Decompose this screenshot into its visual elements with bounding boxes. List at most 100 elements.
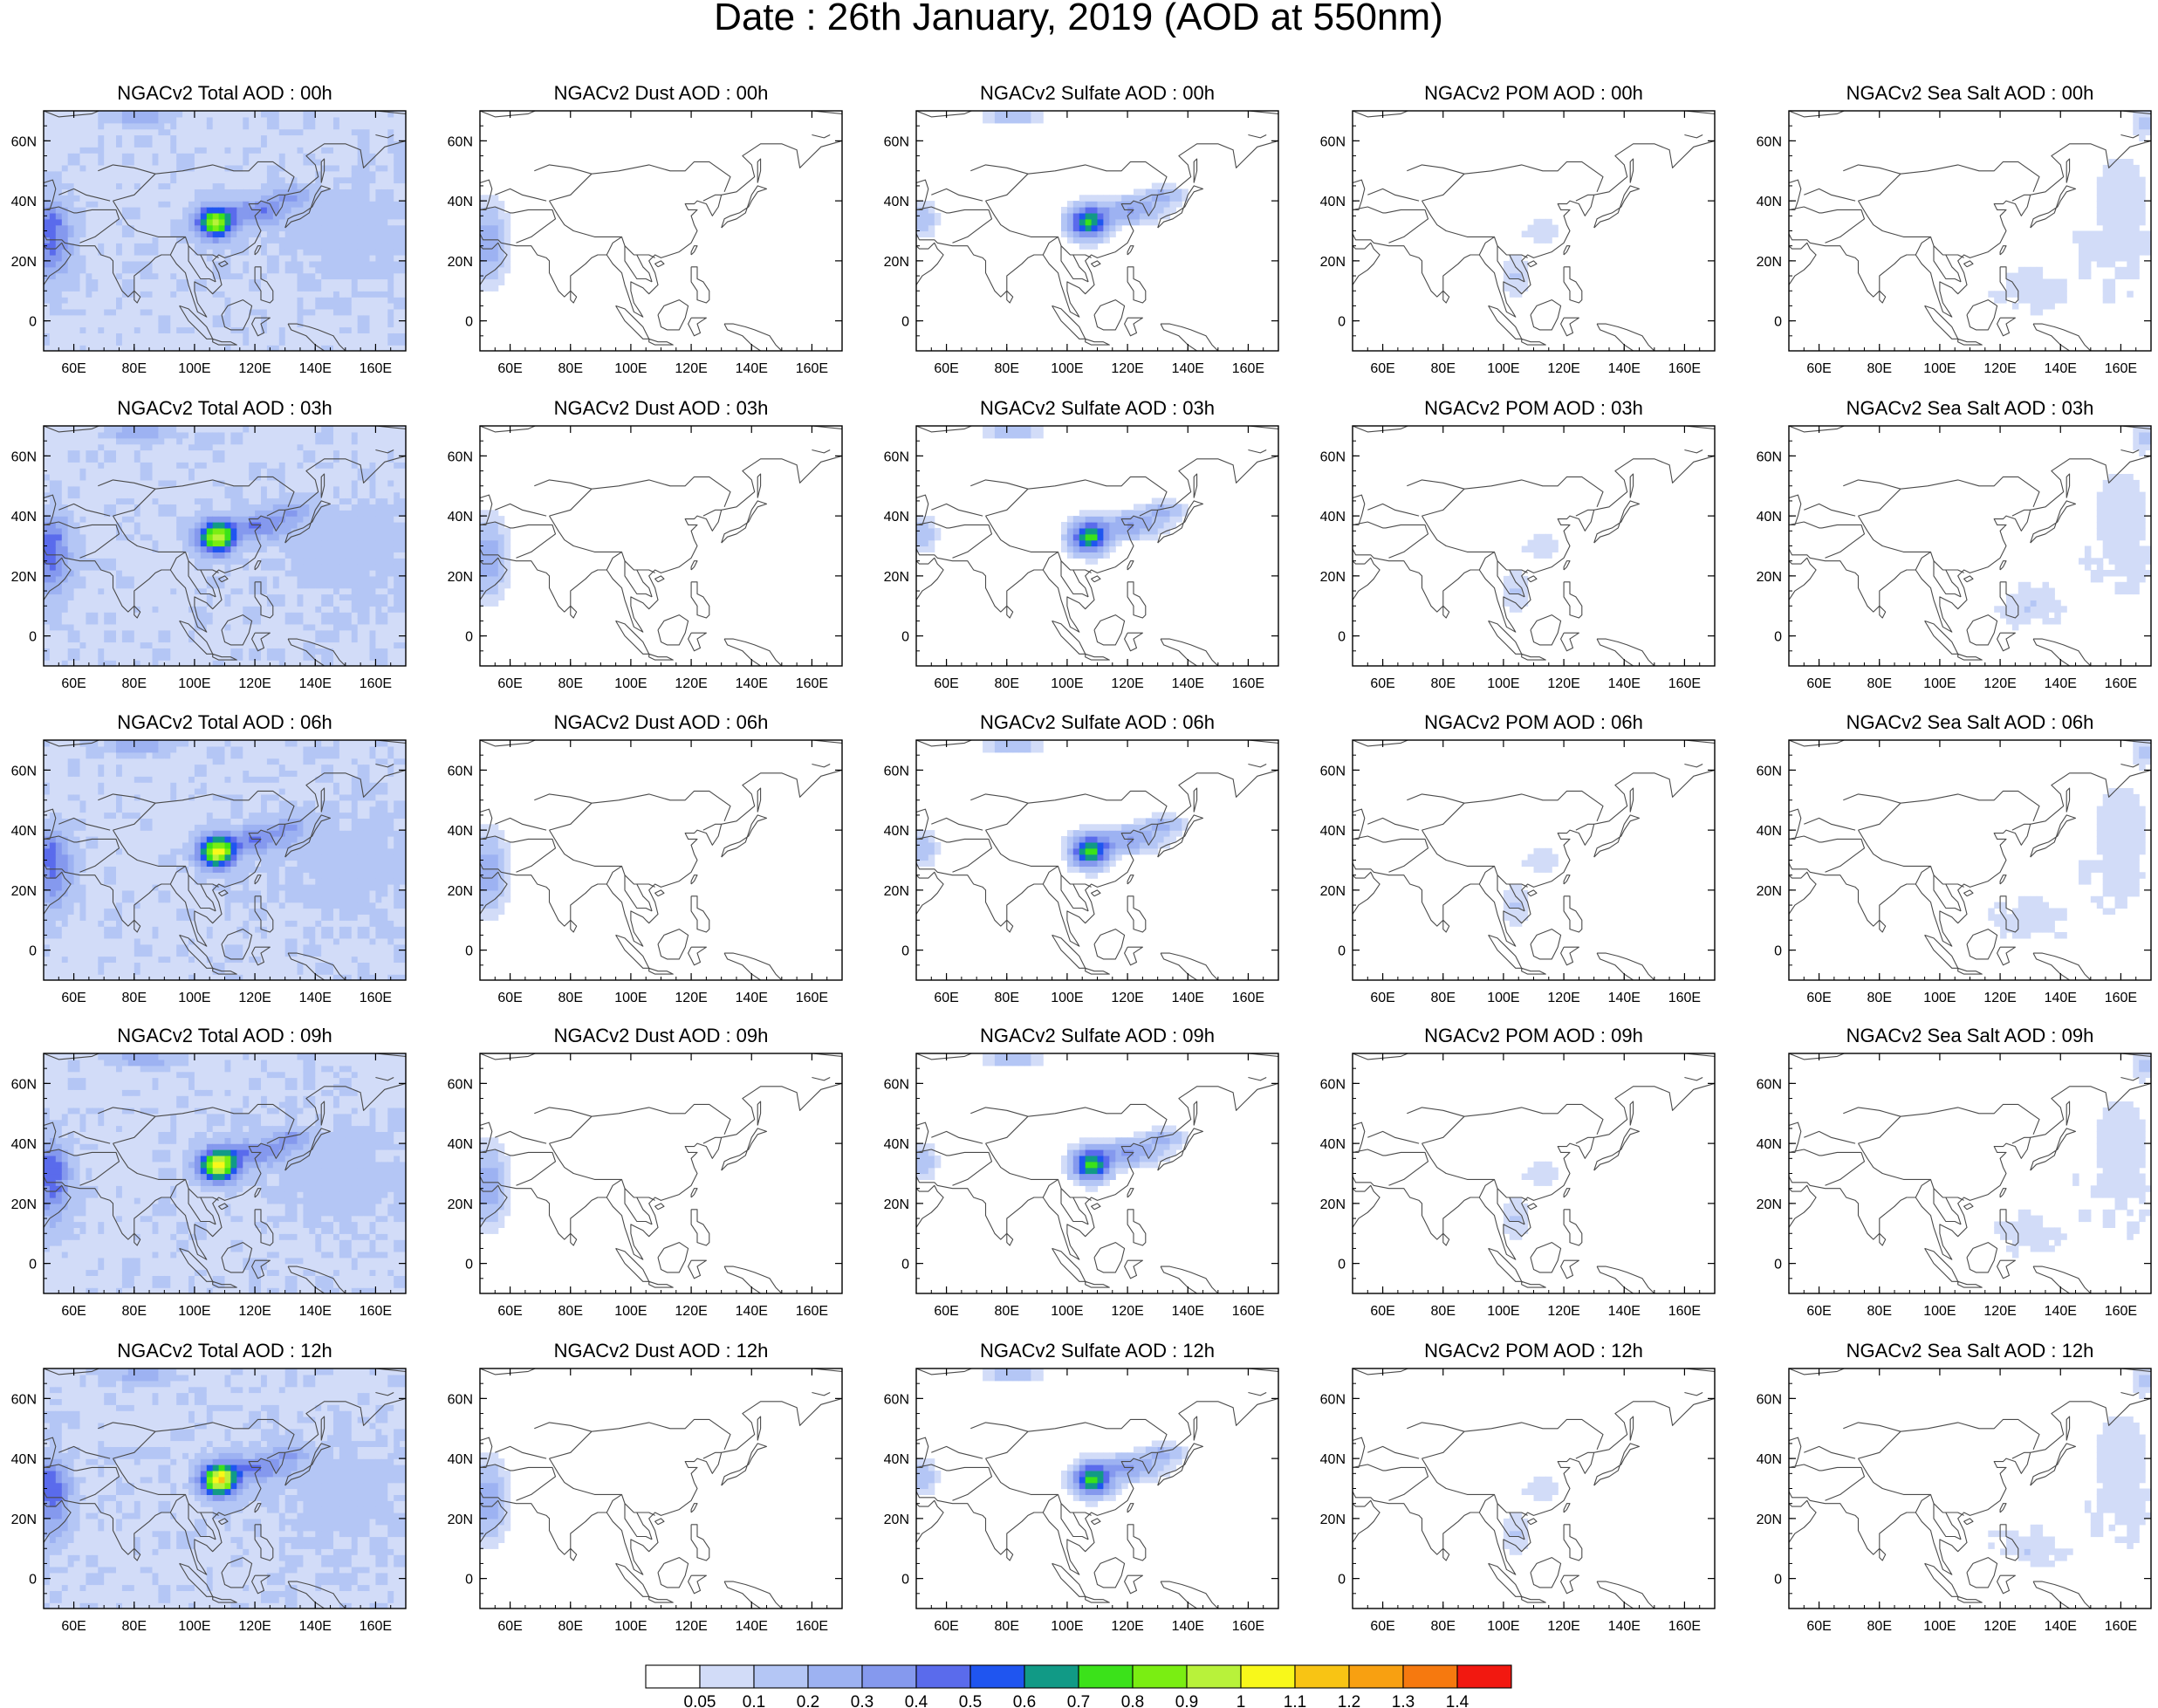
lat-tick-label: 60N <box>884 1392 909 1407</box>
colorbar-swatch <box>915 1664 971 1689</box>
lat-tick-label: 0 <box>1774 315 1782 330</box>
map-panel-total-r2: NGACv2 Total AOD : 06h 60E 80E 100E 120E 140E… <box>11 711 407 1005</box>
lat-tick-label: 60N <box>448 134 473 149</box>
lon-tick-label: 80E <box>1867 1619 1892 1634</box>
lon-tick-label: 80E <box>1867 1304 1892 1319</box>
lat-tick-label: 20N <box>884 255 909 270</box>
panel-title: NGACv2 Total AOD : 03h <box>117 397 332 419</box>
lat-tick-label: 40N <box>884 1137 909 1152</box>
colorbar-label: 0.9 <box>1175 1693 1198 1708</box>
lon-tick-label: 100E <box>1051 676 1083 691</box>
lon-tick-label: 80E <box>995 991 1019 1005</box>
map-panel-sulfate-r2: NGACv2 Sulfate AOD : 06h 60E 80E 100E 120E 14… <box>884 711 1279 1005</box>
colorbar-label: 0.2 <box>797 1693 819 1708</box>
lon-tick-label: 100E <box>614 1304 647 1319</box>
lat-tick-label: 0 <box>465 630 473 645</box>
panel-title: NGACv2 Total AOD : 12h <box>117 1340 332 1362</box>
colorbar-swatch <box>1402 1664 1458 1689</box>
lon-tick-label: 160E <box>796 991 828 1005</box>
lon-tick-label: 60E <box>1806 991 1831 1005</box>
lon-tick-label: 160E <box>360 676 392 691</box>
lon-tick-label: 100E <box>614 1619 647 1634</box>
aod-field <box>916 740 1278 980</box>
lat-tick-label: 60N <box>11 764 37 779</box>
lat-tick-label: 20N <box>1320 255 1346 270</box>
lat-tick-label: 40N <box>448 1137 473 1152</box>
lon-tick-label: 100E <box>1923 1619 1956 1634</box>
map-panel-dust-r0: NGACv2 Dust AOD : 00h 60E 80E 100E 120E 140E 1… <box>448 82 843 376</box>
aod-field <box>916 1368 1278 1609</box>
lat-tick-label: 0 <box>1774 1258 1782 1272</box>
lon-tick-label: 80E <box>558 676 583 691</box>
colorbar-swatch <box>1348 1664 1404 1689</box>
lat-tick-label: 60N <box>884 1077 909 1092</box>
aod-field <box>44 426 406 666</box>
lat-tick-label: 40N <box>1757 1137 1782 1152</box>
lon-tick-label: 60E <box>497 361 522 376</box>
colorbar-label: 1.4 <box>1446 1693 1469 1708</box>
lat-tick-label: 20N <box>884 1513 909 1527</box>
lon-tick-label: 80E <box>1431 991 1456 1005</box>
lon-tick-label: 160E <box>1668 676 1701 691</box>
lat-tick-label: 0 <box>901 630 909 645</box>
map-panel-dust-r3: NGACv2 Dust AOD : 09h 60E 80E 100E 120E 140E 1… <box>448 1025 843 1319</box>
lon-tick-label: 100E <box>1487 1304 1519 1319</box>
lat-tick-label: 20N <box>448 255 473 270</box>
lon-tick-label: 140E <box>2045 676 2077 691</box>
lon-tick-label: 160E <box>1232 991 1264 1005</box>
lat-tick-label: 40N <box>448 510 473 525</box>
colorbar-swatch <box>753 1664 809 1689</box>
lat-tick-label: 0 <box>465 1258 473 1272</box>
panel-title: NGACv2 Dust AOD : 00h <box>554 82 769 104</box>
lon-tick-label: 160E <box>1232 1304 1264 1319</box>
lon-tick-label: 100E <box>1487 676 1519 691</box>
lon-tick-label: 140E <box>299 676 332 691</box>
lon-tick-label: 100E <box>178 1304 210 1319</box>
lon-tick-label: 120E <box>238 1619 271 1634</box>
lat-tick-label: 20N <box>884 1197 909 1212</box>
lat-tick-label: 20N <box>1757 1197 1782 1212</box>
lon-tick-label: 100E <box>178 1619 210 1634</box>
lon-tick-label: 160E <box>2105 361 2137 376</box>
lon-tick-label: 160E <box>2105 676 2137 691</box>
lon-tick-label: 80E <box>1431 1304 1456 1319</box>
panel-title: NGACv2 Dust AOD : 12h <box>554 1340 769 1362</box>
lon-tick-label: 140E <box>1608 676 1641 691</box>
lon-tick-label: 140E <box>2045 991 2077 1005</box>
aod-field <box>44 740 406 980</box>
map-panel-sulfate-r3: NGACv2 Sulfate AOD : 09h 60E 80E 100E 120E 14… <box>884 1025 1279 1319</box>
colorbar-label: 1.1 <box>1284 1693 1306 1708</box>
lon-tick-label: 120E <box>1111 1619 1143 1634</box>
map-panel-pom-r1: NGACv2 POM AOD : 03h 60E 80E 100E 120E 140E 16… <box>1320 397 1716 691</box>
lon-tick-label: 100E <box>1487 1619 1519 1634</box>
lat-tick-label: 40N <box>1320 824 1346 839</box>
lon-tick-label: 120E <box>675 361 707 376</box>
lon-tick-label: 120E <box>1983 991 2016 1005</box>
lon-tick-label: 120E <box>1983 1619 2016 1634</box>
lon-tick-label: 100E <box>178 676 210 691</box>
lon-tick-label: 60E <box>934 676 958 691</box>
aod-field <box>480 426 842 666</box>
lon-tick-label: 100E <box>178 991 210 1005</box>
lon-tick-label: 140E <box>1172 991 1204 1005</box>
colorbar-swatch <box>699 1664 755 1689</box>
lat-tick-label: 0 <box>465 1573 473 1588</box>
lon-tick-label: 160E <box>2105 1304 2137 1319</box>
lon-tick-label: 80E <box>1867 991 1892 1005</box>
lat-tick-label: 40N <box>448 824 473 839</box>
lon-tick-label: 160E <box>360 1304 392 1319</box>
lat-tick-label: 40N <box>1320 510 1346 525</box>
lon-tick-label: 60E <box>61 1619 86 1634</box>
colorbar-swatch <box>1456 1664 1512 1689</box>
lon-tick-label: 80E <box>558 991 583 1005</box>
colorbar: 0.05 0.1 0.2 0.3 0.4 0.5 0.6 0.7 0.8 0.9 1 1.1 1.2 1.… <box>645 1664 1512 1708</box>
lon-tick-label: 160E <box>1668 361 1701 376</box>
aod-field <box>480 111 842 351</box>
lon-tick-label: 160E <box>796 361 828 376</box>
lat-tick-label: 20N <box>1320 884 1346 899</box>
lat-tick-label: 20N <box>11 1197 37 1212</box>
lat-tick-label: 0 <box>1774 944 1782 959</box>
map-panel-total-r3: NGACv2 Total AOD : 09h 60E 80E 100E 120E 140E… <box>11 1025 407 1319</box>
lat-tick-label: 60N <box>11 1392 37 1407</box>
lat-tick-label: 20N <box>1320 1197 1346 1212</box>
